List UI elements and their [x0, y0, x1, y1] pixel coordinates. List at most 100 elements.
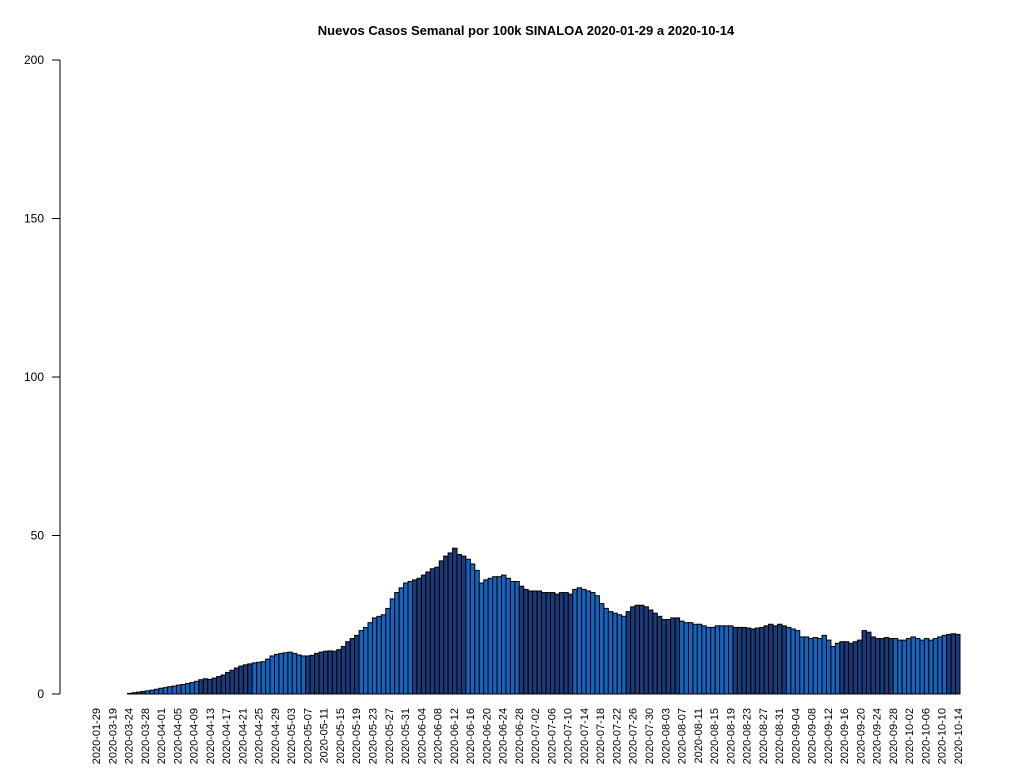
bar	[812, 637, 819, 695]
bar	[314, 652, 320, 695]
x-tick-label: 2020-04-05	[172, 708, 184, 764]
bar	[251, 662, 258, 695]
bar	[322, 650, 329, 695]
bar	[176, 684, 182, 695]
bar	[790, 628, 796, 695]
bar	[300, 655, 307, 695]
bar	[692, 623, 698, 695]
bar	[242, 664, 249, 695]
bar	[429, 568, 436, 695]
bar	[131, 692, 138, 695]
y-tick-label: 50	[31, 529, 45, 543]
bar	[848, 642, 854, 695]
bar	[696, 623, 703, 695]
x-tick-label: 2020-05-31	[400, 708, 412, 764]
bar	[843, 641, 850, 695]
x-tick-label: 2020-07-10	[563, 708, 575, 764]
bar	[777, 623, 783, 695]
bar	[238, 665, 244, 695]
bar	[532, 590, 538, 695]
x-tick-label: 2020-06-20	[481, 708, 493, 764]
bar	[501, 574, 507, 695]
x-tick-label: 2020-08-15	[709, 708, 721, 764]
bar	[892, 638, 899, 695]
x-tick-label: 2020-08-31	[774, 708, 786, 764]
x-tick-label: 2020-01-29	[91, 708, 103, 764]
bar	[549, 592, 556, 695]
x-tick-label: 2020-05-19	[351, 708, 363, 764]
bar	[438, 560, 445, 695]
bar	[736, 626, 743, 695]
x-tick-label: 2020-04-29	[270, 708, 282, 764]
x-tick-label: 2020-09-24	[872, 708, 884, 764]
bar	[465, 558, 471, 695]
bar	[407, 580, 413, 695]
bar	[127, 692, 133, 695]
bar	[296, 654, 302, 695]
chart-title: Nuevos Casos Semanal por 100k SINALOA 20…	[318, 23, 735, 38]
bar	[189, 682, 195, 695]
bar	[857, 639, 863, 695]
bar	[630, 606, 636, 695]
bar	[327, 650, 333, 695]
bar	[385, 607, 391, 695]
bar	[478, 582, 485, 695]
bar	[247, 663, 253, 695]
bar	[572, 588, 578, 695]
bar	[607, 611, 614, 695]
x-tick-label: 2020-05-15	[335, 708, 347, 764]
x-tick-label: 2020-07-22	[611, 708, 623, 764]
x-tick-label: 2020-09-04	[790, 708, 802, 764]
bar	[193, 680, 200, 695]
y-tick-label: 150	[24, 212, 44, 226]
y-tick-label: 100	[24, 370, 44, 384]
bar	[603, 607, 609, 695]
bar	[728, 625, 734, 695]
bar	[336, 649, 342, 695]
bar	[509, 580, 516, 695]
bar	[225, 671, 231, 695]
y-tick-label: 200	[24, 53, 44, 67]
bar	[710, 626, 716, 695]
x-tick-label: 2020-10-02	[904, 708, 916, 764]
x-tick-label: 2020-03-19	[107, 708, 119, 764]
bar	[719, 625, 725, 695]
bar	[527, 590, 534, 695]
bar	[839, 641, 845, 695]
bar	[149, 689, 155, 695]
bar	[768, 623, 774, 695]
bar	[950, 633, 957, 695]
bar	[621, 615, 627, 695]
bar	[870, 636, 876, 695]
bar	[732, 626, 738, 695]
x-tick-label: 2020-03-24	[124, 708, 136, 764]
bar	[184, 683, 191, 695]
x-tick-label: 2020-03-28	[140, 708, 152, 764]
x-tick-label: 2020-08-07	[677, 708, 689, 764]
bar	[647, 609, 654, 695]
bar	[541, 592, 547, 695]
bar	[803, 636, 810, 695]
bar	[616, 614, 623, 695]
bar	[763, 625, 770, 695]
bar	[825, 639, 832, 695]
bar	[220, 674, 227, 695]
bar	[380, 614, 387, 695]
bar	[265, 658, 271, 695]
bar	[576, 587, 583, 695]
bar	[652, 612, 658, 695]
bar	[483, 579, 489, 695]
bar	[216, 676, 222, 695]
bars	[127, 547, 961, 695]
x-tick-label: 2020-06-16	[465, 708, 477, 764]
x-tick-label: 2020-07-18	[595, 708, 607, 764]
bar	[643, 606, 649, 695]
bar	[469, 563, 476, 695]
x-tick-label: 2020-08-11	[693, 708, 705, 763]
bar	[394, 592, 400, 695]
x-tick-label: 2020-08-19	[725, 708, 737, 764]
bar	[447, 552, 454, 695]
bar	[456, 554, 462, 695]
bar	[229, 669, 235, 695]
